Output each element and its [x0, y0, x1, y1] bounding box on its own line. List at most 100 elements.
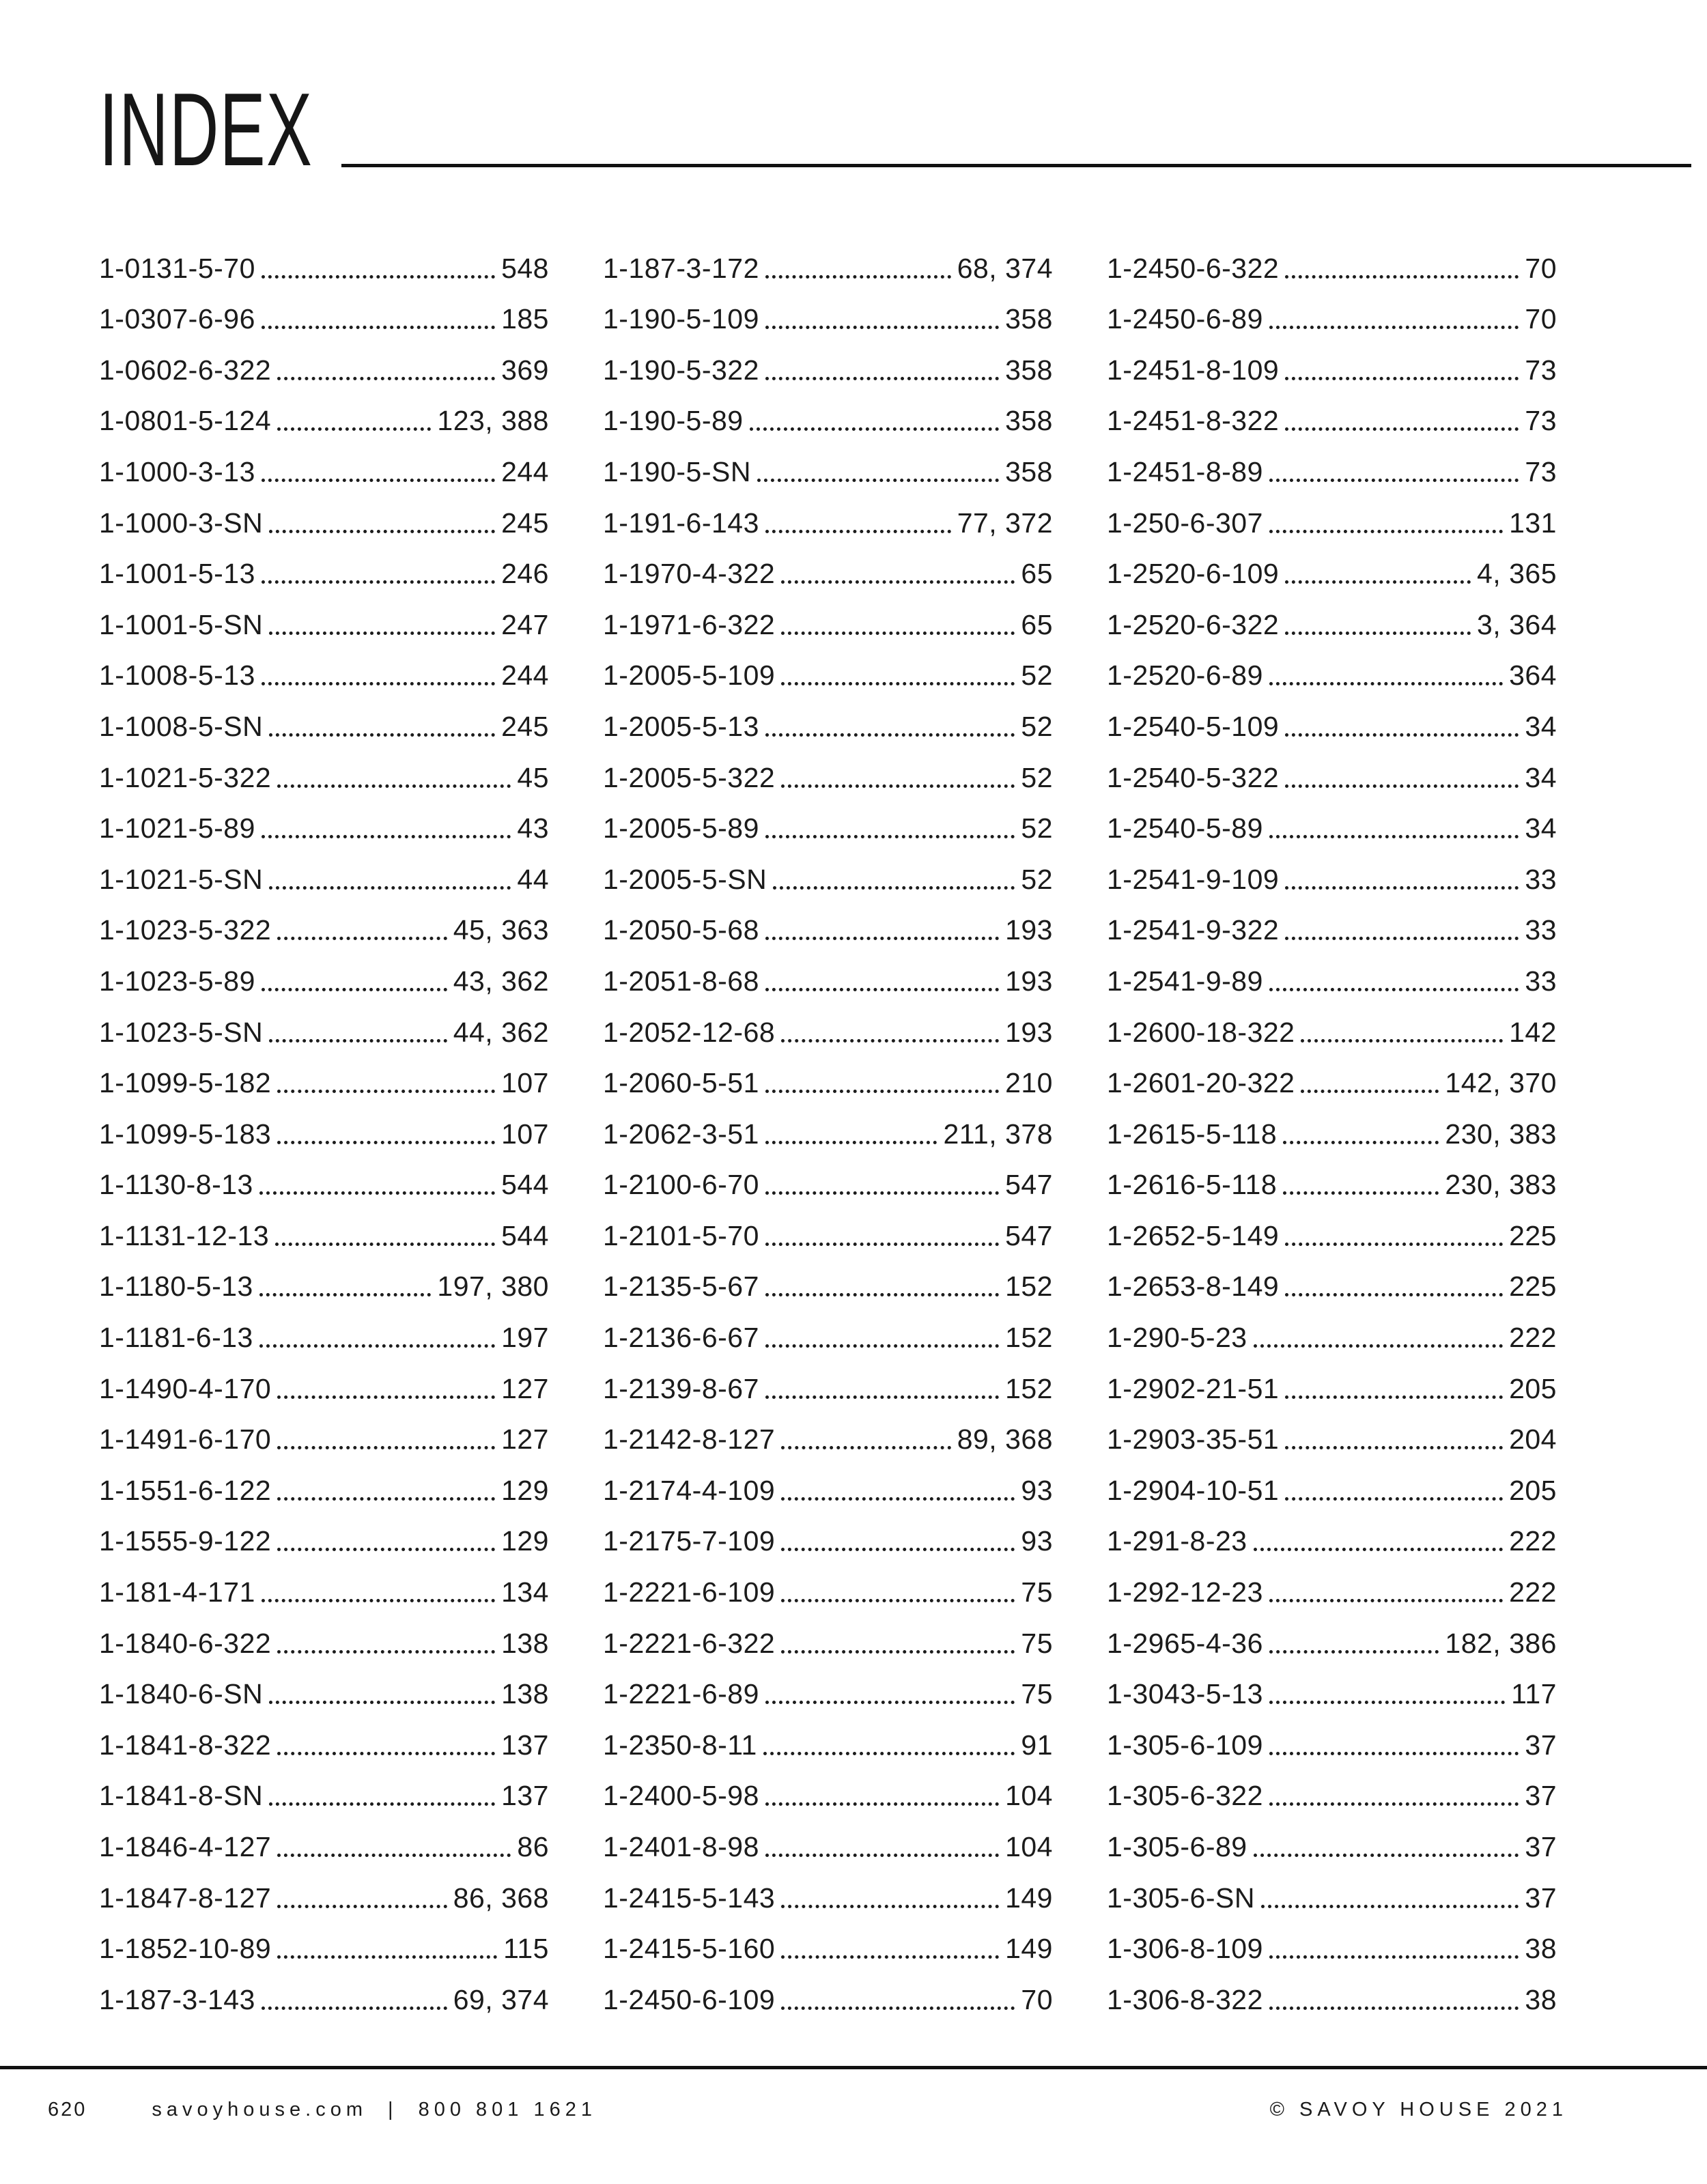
- entry-page-number: 73: [1525, 455, 1557, 487]
- sku-label: 1-1021-5-89: [99, 812, 255, 845]
- sku-label: 1-1023-5-322: [99, 914, 272, 946]
- sku-label: 1-2175-7-109: [603, 1525, 776, 1557]
- index-entry-row: 1-1840-6-322 138: [99, 1615, 549, 1667]
- index-entry-row: 1-2540-5-109 34: [1107, 698, 1557, 750]
- sku-label: 1-2902-21-51: [1107, 1372, 1280, 1404]
- dot-leader: [1269, 1751, 1519, 1755]
- index-entry-row: 1-191-6-143 77, 372: [603, 495, 1053, 546]
- entry-page-number: 547: [1005, 1169, 1053, 1201]
- page-title-text: INDEX: [99, 72, 313, 188]
- sku-label: 1-2005-5-322: [603, 761, 776, 793]
- index-entry-row: 1-2221-6-322 75: [603, 1615, 1053, 1667]
- dot-leader: [781, 784, 1015, 788]
- entry-page-number: 38: [1525, 1983, 1557, 2015]
- index-entry-row: 1-2005-5-SN 52: [603, 851, 1053, 903]
- index-entry-row: 1-2600-18-322 142: [1107, 1004, 1557, 1055]
- index-entry-row: 1-2100-6-70 547: [603, 1157, 1053, 1208]
- entry-page-number: 104: [1005, 1831, 1053, 1862]
- sku-label: 1-2601-20-322: [1107, 1067, 1295, 1099]
- index-entry-row: 1-2601-20-322 142, 370: [1107, 1055, 1557, 1107]
- sku-label: 1-2903-35-51: [1107, 1423, 1280, 1456]
- dot-leader: [259, 1293, 432, 1297]
- entry-page-number: 73: [1525, 405, 1557, 437]
- index-entry-row: 1-2401-8-98 104: [603, 1819, 1053, 1870]
- dot-leader: [1285, 885, 1519, 890]
- index-entry-row: 1-1551-6-122 129: [99, 1462, 549, 1514]
- dot-leader: [765, 835, 1015, 839]
- entry-page-number: 70: [1525, 252, 1557, 284]
- entry-page-number: 45: [517, 761, 549, 793]
- sku-label: 1-1551-6-122: [99, 1474, 272, 1506]
- index-entry-row: 1-2062-3-51 211, 378: [603, 1106, 1053, 1157]
- dot-leader: [259, 1191, 496, 1195]
- index-entry-row: 1-292-12-23 222: [1107, 1564, 1557, 1615]
- dot-leader: [765, 1854, 1000, 1857]
- entry-page-number: 152: [1005, 1322, 1053, 1354]
- dot-leader: [765, 326, 1000, 330]
- sku-label: 1-1021-5-322: [99, 761, 272, 793]
- entry-page-number: 364: [1509, 660, 1557, 692]
- entry-page-number: 37: [1525, 1729, 1557, 1761]
- entry-page-number: 210: [1005, 1067, 1053, 1099]
- dot-leader: [781, 1599, 1015, 1603]
- sku-label: 1-1180-5-13: [99, 1271, 253, 1303]
- sku-label: 1-290-5-23: [1107, 1322, 1247, 1354]
- entry-page-number: 117: [1511, 1678, 1557, 1710]
- sku-label: 1-1021-5-SN: [99, 863, 264, 895]
- sku-label: 1-305-6-SN: [1107, 1882, 1255, 1914]
- dot-leader: [269, 885, 511, 890]
- sku-label: 1-2450-6-322: [1107, 252, 1280, 284]
- entry-page-number: 75: [1021, 1576, 1053, 1608]
- sku-label: 1-2415-5-143: [603, 1882, 776, 1914]
- index-entry-row: 1-1000-3-SN 245: [99, 495, 549, 546]
- dot-leader: [277, 1955, 498, 1959]
- dot-leader: [261, 835, 511, 839]
- dot-leader: [1260, 1904, 1519, 1908]
- entry-page-number: 358: [1005, 405, 1053, 437]
- entry-page-number: 211, 378: [943, 1118, 1053, 1150]
- sku-label: 1-2060-5-51: [603, 1067, 759, 1099]
- entry-page-number: 185: [501, 303, 549, 335]
- sku-label: 1-1841-8-SN: [99, 1780, 264, 1812]
- dot-leader: [277, 784, 511, 788]
- entry-page-number: 222: [1509, 1576, 1557, 1608]
- entry-page-number: 205: [1509, 1372, 1557, 1404]
- entry-page-number: 129: [501, 1474, 549, 1506]
- sku-label: 1-2005-5-109: [603, 660, 776, 692]
- entry-page-number: 138: [501, 1627, 549, 1659]
- dot-leader: [261, 2006, 447, 2010]
- sku-label: 1-1008-5-SN: [99, 710, 264, 742]
- index-entry-row: 1-305-6-89 37: [1107, 1819, 1557, 1870]
- index-entry-row: 1-1099-5-183 107: [99, 1106, 549, 1157]
- entry-page-number: 73: [1525, 354, 1557, 386]
- index-entry-row: 1-2520-6-89 364: [1107, 648, 1557, 699]
- index-entry-row: 1-187-3-172 68, 374: [603, 240, 1053, 292]
- footer-separator: |: [388, 2099, 398, 2121]
- dot-leader: [275, 1242, 496, 1246]
- dot-leader: [781, 1955, 1000, 1959]
- dot-leader: [781, 631, 1015, 635]
- entry-page-number: 197: [501, 1322, 549, 1354]
- index-entry-row: 1-1841-8-SN 137: [99, 1768, 549, 1819]
- index-entry-row: 1-2450-6-89 70: [1107, 292, 1557, 343]
- index-entry-row: 1-2541-9-89 33: [1107, 953, 1557, 1004]
- dot-leader: [765, 529, 951, 533]
- dot-leader: [781, 1497, 1015, 1501]
- sku-label: 1-2136-6-67: [603, 1322, 759, 1354]
- sku-label: 1-2050-5-68: [603, 914, 759, 946]
- dot-leader: [1285, 1395, 1504, 1399]
- dot-leader: [1285, 1242, 1504, 1246]
- dot-leader: [277, 376, 496, 380]
- index-entry-row: 1-2142-8-127 89, 368: [603, 1412, 1053, 1463]
- index-entry-row: 1-291-8-23 222: [1107, 1514, 1557, 1565]
- sku-label: 1-1099-5-183: [99, 1118, 272, 1150]
- entry-page-number: 245: [501, 710, 549, 742]
- entry-page-number: 149: [1005, 1882, 1053, 1914]
- sku-label: 1-2541-9-322: [1107, 914, 1280, 946]
- entry-page-number: 225: [1509, 1219, 1557, 1251]
- entry-page-number: 244: [501, 455, 549, 487]
- entry-page-number: 247: [501, 608, 549, 640]
- index-columns: 1-0131-5-70 548 1-0307-6-96 185 1-0602-6…: [99, 240, 1557, 2023]
- entry-page-number: 222: [1509, 1322, 1557, 1354]
- dot-leader: [261, 580, 496, 584]
